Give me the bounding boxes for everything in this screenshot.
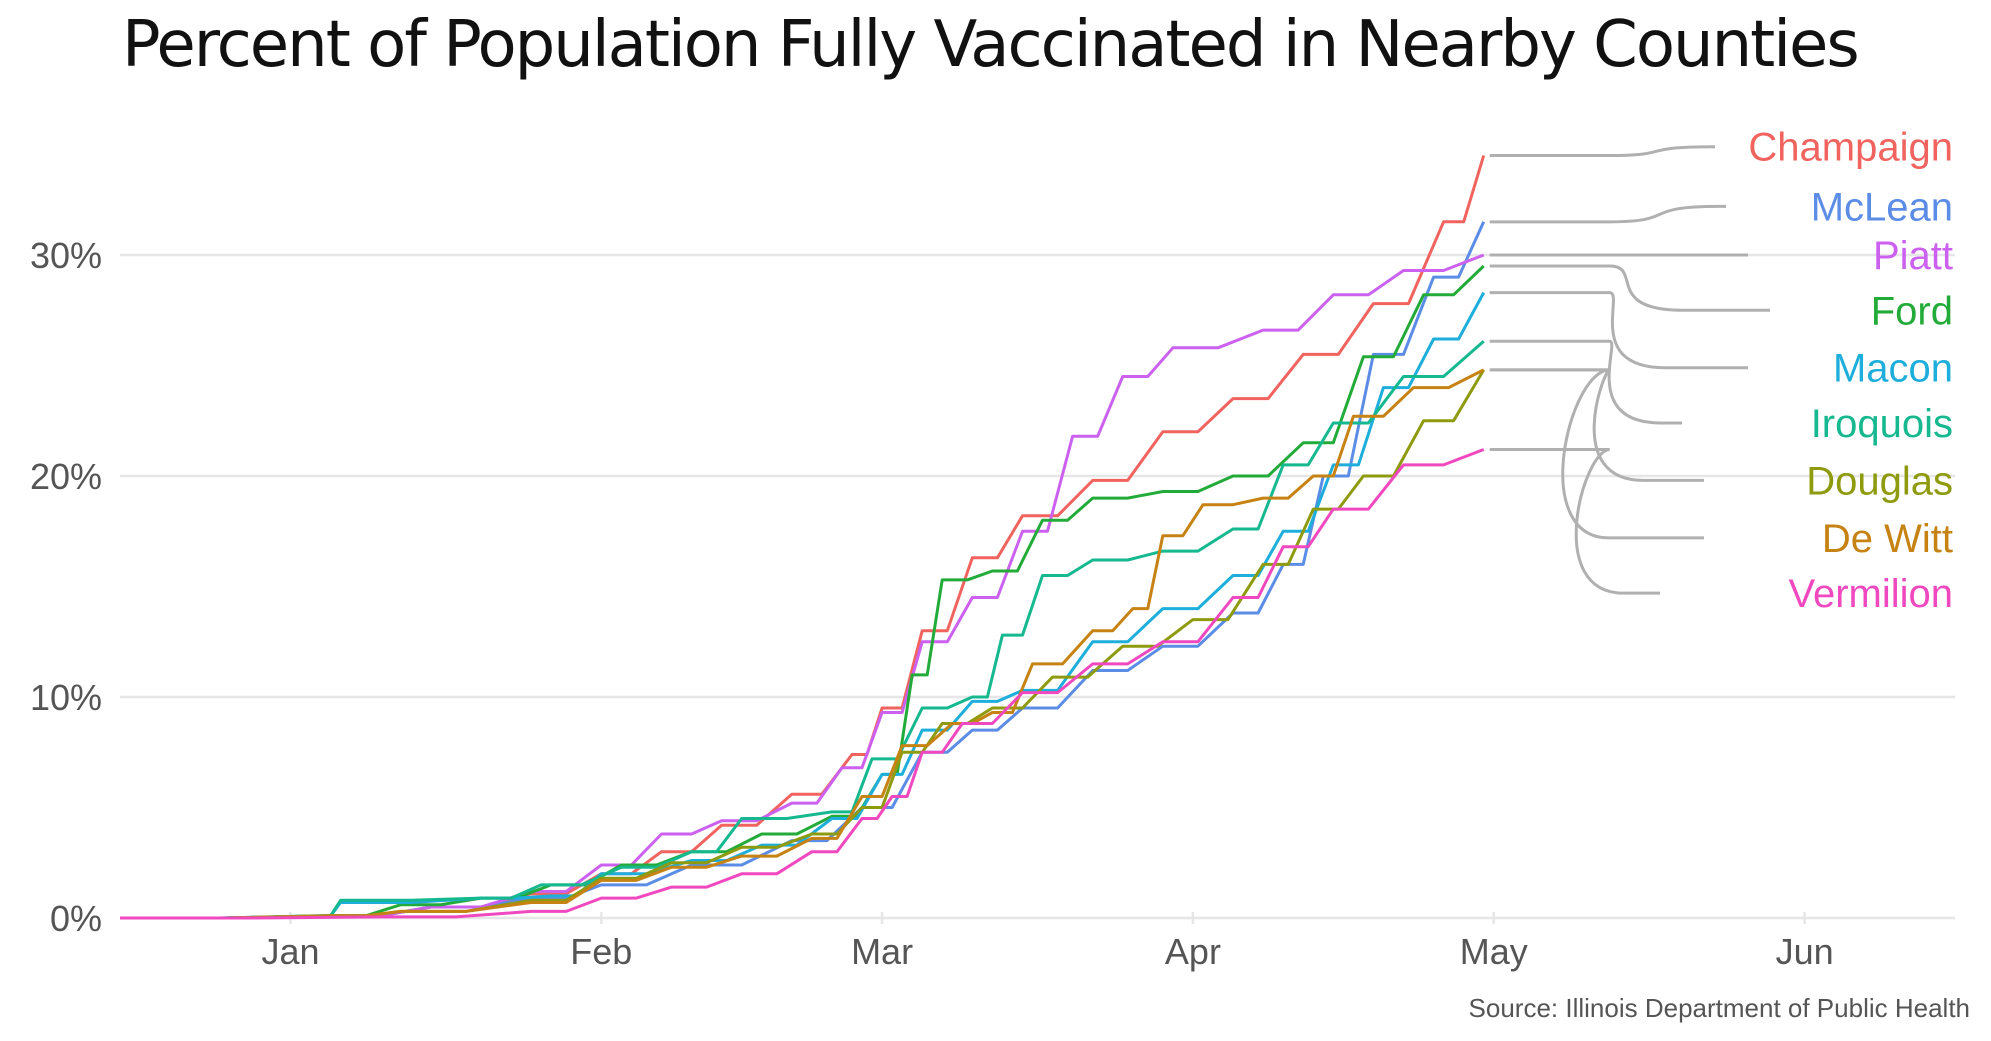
leader-line [1489,145,1716,158]
leader-line [1489,368,1704,482]
series-label: Iroquois [1811,402,1953,446]
chart-title: Percent of Population Fully Vaccinated i… [122,8,1860,82]
y-tick-label: 30% [30,235,102,276]
x-tick-label: Jan [261,931,319,972]
source-note: Source: Illinois Department of Public He… [1469,993,1970,1023]
label-leader-lines [1489,145,1770,595]
leader-line [1489,291,1748,370]
series-label: Douglas [1806,459,1953,503]
x-tick-label: Feb [570,931,632,972]
x-tick-label: Mar [851,931,913,972]
x-tick-label: Jun [1776,931,1834,972]
y-tick-label: 0% [50,898,102,939]
series-lines [120,155,1486,920]
series-labels: Champaign McLean Piatt Ford Macon Iroquois Dou… [1748,126,1953,616]
x-tick-label: Apr [1165,931,1221,972]
y-tick-label: 20% [30,456,102,497]
series-label: Champaign [1748,126,1953,170]
leader-line [1489,368,1704,540]
leader-line [1489,264,1770,312]
series-line-iroquois [120,340,1485,920]
y-tick-label: 10% [30,677,102,718]
series-line-vermilion [120,448,1485,920]
series-label: McLean [1811,185,1953,229]
y-axis-ticks: 0% 10% 20% 30% [30,235,102,939]
series-label: Macon [1833,347,1953,391]
series-label: De Witt [1822,517,1953,561]
series-label: Ford [1871,289,1953,333]
leader-line [1489,447,1660,595]
series-line-douglas [120,369,1485,920]
leader-line [1489,204,1726,224]
leader-line [1489,339,1682,425]
x-tick-label: May [1460,931,1528,972]
series-line-de-witt [120,368,1485,920]
series-line-ford [120,264,1485,920]
series-label: Piatt [1873,234,1953,278]
x-axis-ticks: Jan Feb Mar Apr May Jun [261,931,1833,972]
series-label: Vermilion [1788,572,1953,616]
series-line-piatt [120,253,1485,920]
series-line-mclean [120,221,1486,920]
